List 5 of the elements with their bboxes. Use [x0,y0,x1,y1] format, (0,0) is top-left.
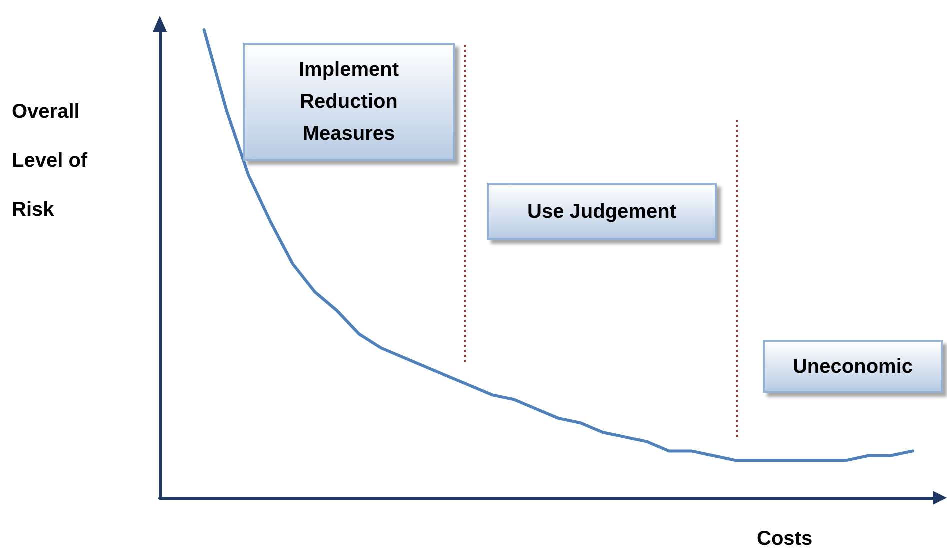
text-box: Use Judgement [487,183,717,240]
text-box: Uneconomic [763,340,943,393]
text-box: Implement Reduction Measures [243,43,455,161]
x-axis-title: Costs [757,528,813,551]
text: Overall Level of Risk [12,101,88,221]
